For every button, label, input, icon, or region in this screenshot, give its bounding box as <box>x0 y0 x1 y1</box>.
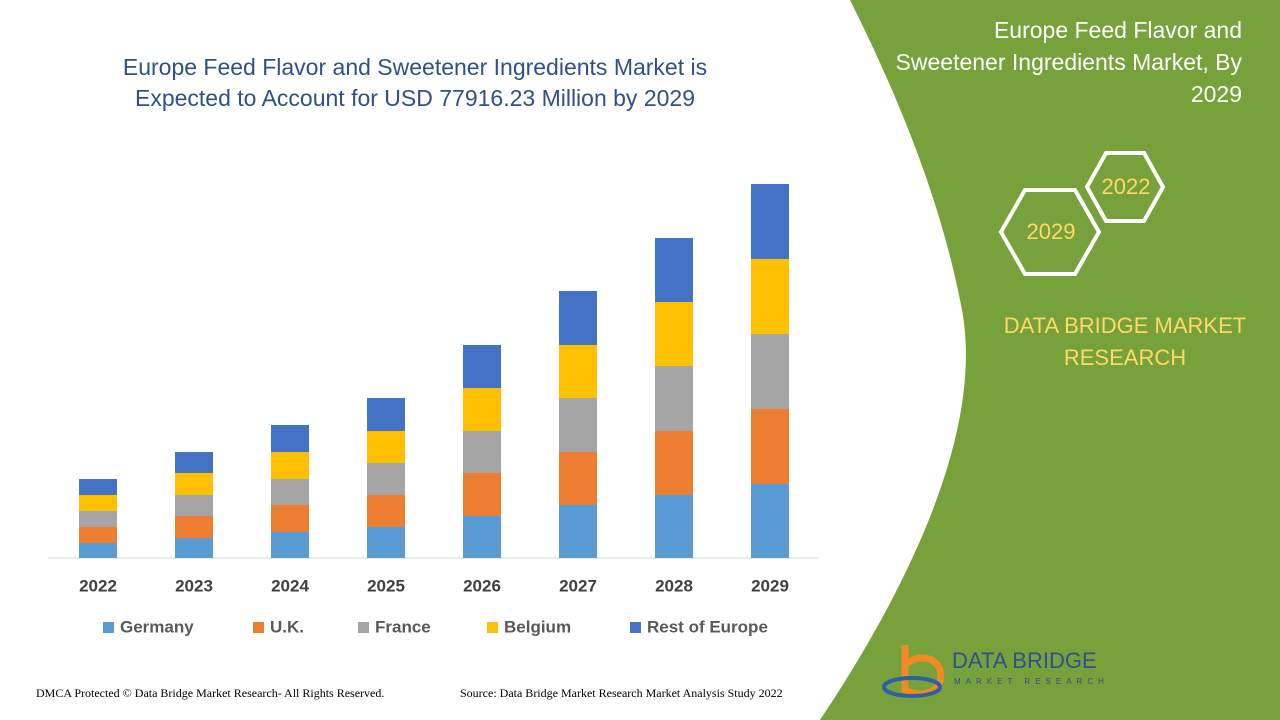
x-tick-label: 2027 <box>559 576 597 595</box>
bar-segment <box>175 495 213 516</box>
bar-segment <box>463 431 501 473</box>
logo-mark <box>901 645 945 698</box>
bar-segment <box>271 532 309 558</box>
legend-swatch <box>487 622 498 633</box>
source: Source: Data Bridge Market Research Mark… <box>460 686 783 700</box>
bar-segment <box>367 398 405 431</box>
hex-year: 2029 <box>1027 219 1076 244</box>
bar-segment <box>271 452 309 479</box>
x-tick-label: 2023 <box>175 576 213 595</box>
logo-swoosh <box>882 676 942 698</box>
bar-segment <box>559 398 597 452</box>
logo-name: DATA BRIDGE <box>952 648 1097 673</box>
hex-year: 2022 <box>1102 174 1151 199</box>
bar-segment <box>79 511 117 527</box>
bar-segment <box>271 425 309 452</box>
bar-segment <box>79 479 117 495</box>
bar-segment <box>175 473 213 495</box>
bar-segment <box>463 473 501 516</box>
x-tick-label: 2024 <box>271 576 309 595</box>
legend-swatch <box>358 622 369 633</box>
bar-segment <box>271 479 309 505</box>
bar-segment <box>463 516 501 558</box>
bar-segment <box>367 495 405 527</box>
bar-segment <box>367 527 405 558</box>
bar-segment <box>79 527 117 543</box>
bar-segment <box>751 484 789 558</box>
legend-label: Belgium <box>504 617 571 636</box>
legend-label: Rest of Europe <box>647 617 768 636</box>
logo-tagline: MARKET RESEARCH <box>954 677 1109 686</box>
bar-segment <box>751 409 789 484</box>
bar-segment <box>655 495 693 558</box>
bar-segment <box>559 345 597 398</box>
bar-segment <box>559 505 597 558</box>
bar-segment <box>271 505 309 532</box>
bar-segment <box>79 543 117 558</box>
x-tick-label: 2025 <box>367 576 405 595</box>
bar-segment <box>655 431 693 495</box>
bar-segment <box>655 302 693 366</box>
side-title: Europe Feed Flavor and Sweetener Ingredi… <box>895 17 1242 107</box>
hexagon <box>998 188 1102 276</box>
legend-label: U.K. <box>270 617 304 636</box>
legend-swatch <box>253 622 264 633</box>
hexagon <box>1084 151 1166 223</box>
legend-label: France <box>375 617 431 636</box>
bar-segment <box>559 291 597 345</box>
legend-swatch <box>630 622 641 633</box>
bar-segment <box>175 538 213 558</box>
x-tick-label: 2022 <box>79 576 117 595</box>
bar-segment <box>751 334 789 409</box>
x-tick-label: 2029 <box>751 576 789 595</box>
bar-segment <box>655 366 693 431</box>
side-panel-bg <box>820 0 1280 720</box>
legend-label: Germany <box>120 617 194 636</box>
bar-segment <box>367 431 405 463</box>
bar-segment <box>559 452 597 505</box>
bar-segment <box>751 184 789 259</box>
bar-segment <box>751 259 789 334</box>
bar-segment <box>175 452 213 473</box>
bar-segment <box>367 463 405 495</box>
bar-segment <box>175 516 213 538</box>
chart-title: Europe Feed Flavor and Sweetener Ingredi… <box>122 54 708 111</box>
x-tick-label: 2026 <box>463 576 501 595</box>
brand: DATA BRIDGE MARKET RESEARCH <box>1003 313 1247 370</box>
bar-segment <box>655 238 693 302</box>
x-tick-label: 2028 <box>655 576 693 595</box>
bar-segment <box>79 495 117 511</box>
bar-segment <box>463 345 501 388</box>
bar-segment <box>463 388 501 431</box>
legend-swatch <box>103 622 114 633</box>
copyright: DMCA Protected © Data Bridge Market Rese… <box>36 686 385 700</box>
